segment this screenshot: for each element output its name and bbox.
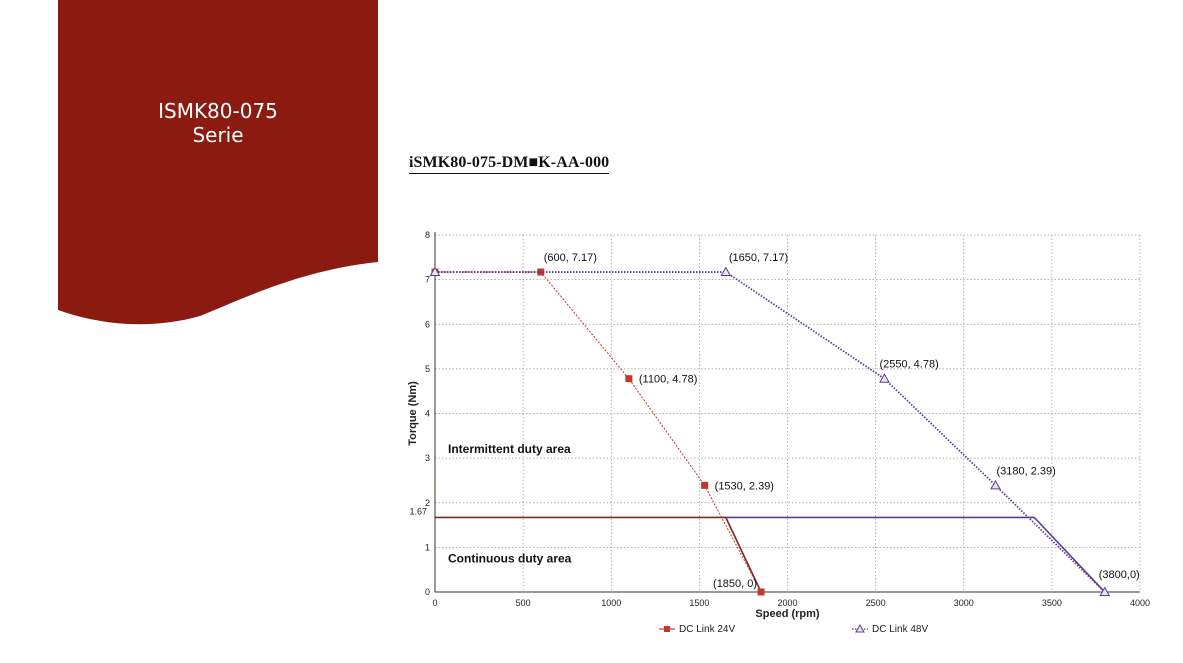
continuous-limit-label: 1.67 (409, 506, 427, 516)
point-labels: (600, 7.17) (1100, 4.78) (1530, 2.39) (1850… (544, 252, 1140, 590)
x-axis-title: Speed (rpm) (755, 608, 820, 620)
continuous-limit-48v (725, 516, 1106, 593)
y-tick-label: 3 (425, 453, 430, 463)
chart-series (429, 266, 1111, 596)
x-tick-label: 500 (516, 598, 531, 608)
y-tick-label: 7 (425, 275, 430, 285)
x-tick-label: 1000 (601, 598, 621, 608)
intermittent-area-label: Intermittent duty area (448, 442, 571, 456)
data-point-triangle (990, 479, 1001, 490)
area-labels: Intermittent duty area Continuous duty ar… (448, 442, 572, 565)
data-point-triangle (1099, 586, 1111, 596)
x-tick-label: 2500 (866, 598, 886, 608)
data-label: (1100, 4.78) (639, 374, 698, 386)
data-point-square (701, 481, 709, 489)
x-tick-label: 1500 (689, 598, 709, 608)
data-point-triangle (879, 373, 890, 383)
x-tick-label: 4000 (1130, 598, 1150, 608)
banner-title-line2: Serie (192, 123, 244, 147)
data-label: (1530, 2.39) (715, 480, 774, 492)
legend-entry-2: DC Link 48V (872, 624, 928, 635)
chart-legend: DC Link 24V DC Link 48V (659, 623, 928, 635)
continuous-area-label: Continuous duty area (448, 552, 572, 566)
data-label: (2550, 4.78) (879, 359, 938, 371)
chart-grid (435, 234, 1141, 592)
legend-marker-triangle (855, 623, 865, 633)
chart-axes: 0 500 1000 1500 2000 2500 3000 3500 4000 0 1 2 3 4 5 6 7… (407, 230, 1150, 620)
x-tick-label: 2000 (777, 598, 797, 608)
data-point-square (625, 375, 633, 383)
y-tick-label: 0 (425, 587, 430, 597)
series-line-1 (435, 271, 762, 593)
y-tick-label: 2 (425, 498, 430, 508)
x-tick-label: 3000 (954, 598, 974, 608)
data-label: (3800,0) (1099, 569, 1140, 581)
data-point-square (757, 588, 765, 596)
data-label: (1650, 7.17) (729, 252, 788, 264)
x-tick-label: 0 (432, 598, 437, 608)
data-label: (600, 7.17) (544, 252, 597, 264)
y-tick-label: 4 (425, 409, 430, 419)
legend-entry-1: DC Link 24V (679, 624, 735, 635)
banner-title-line1: ISMK80-075 (158, 99, 278, 123)
legend-marker-square (664, 626, 670, 632)
x-tick-label: 3500 (1042, 598, 1062, 608)
y-tick-label: 6 (425, 319, 430, 329)
data-label: (1850, 0) (713, 578, 757, 590)
continuous-limit-lines: 1.67 (409, 506, 1106, 593)
y-tick-label: 8 (425, 230, 430, 240)
series-line-2 (435, 271, 1106, 593)
data-label: (3180, 2.39) (996, 465, 1055, 477)
data-point-triangle (720, 266, 732, 277)
y-tick-label: 5 (425, 364, 430, 374)
y-axis-title: Torque (Nm) (407, 381, 419, 446)
document-title: iSMK80-075-DM■K-AA-000 (409, 154, 610, 174)
y-tick-label: 1 (425, 542, 430, 552)
data-point-triangle (429, 266, 441, 277)
